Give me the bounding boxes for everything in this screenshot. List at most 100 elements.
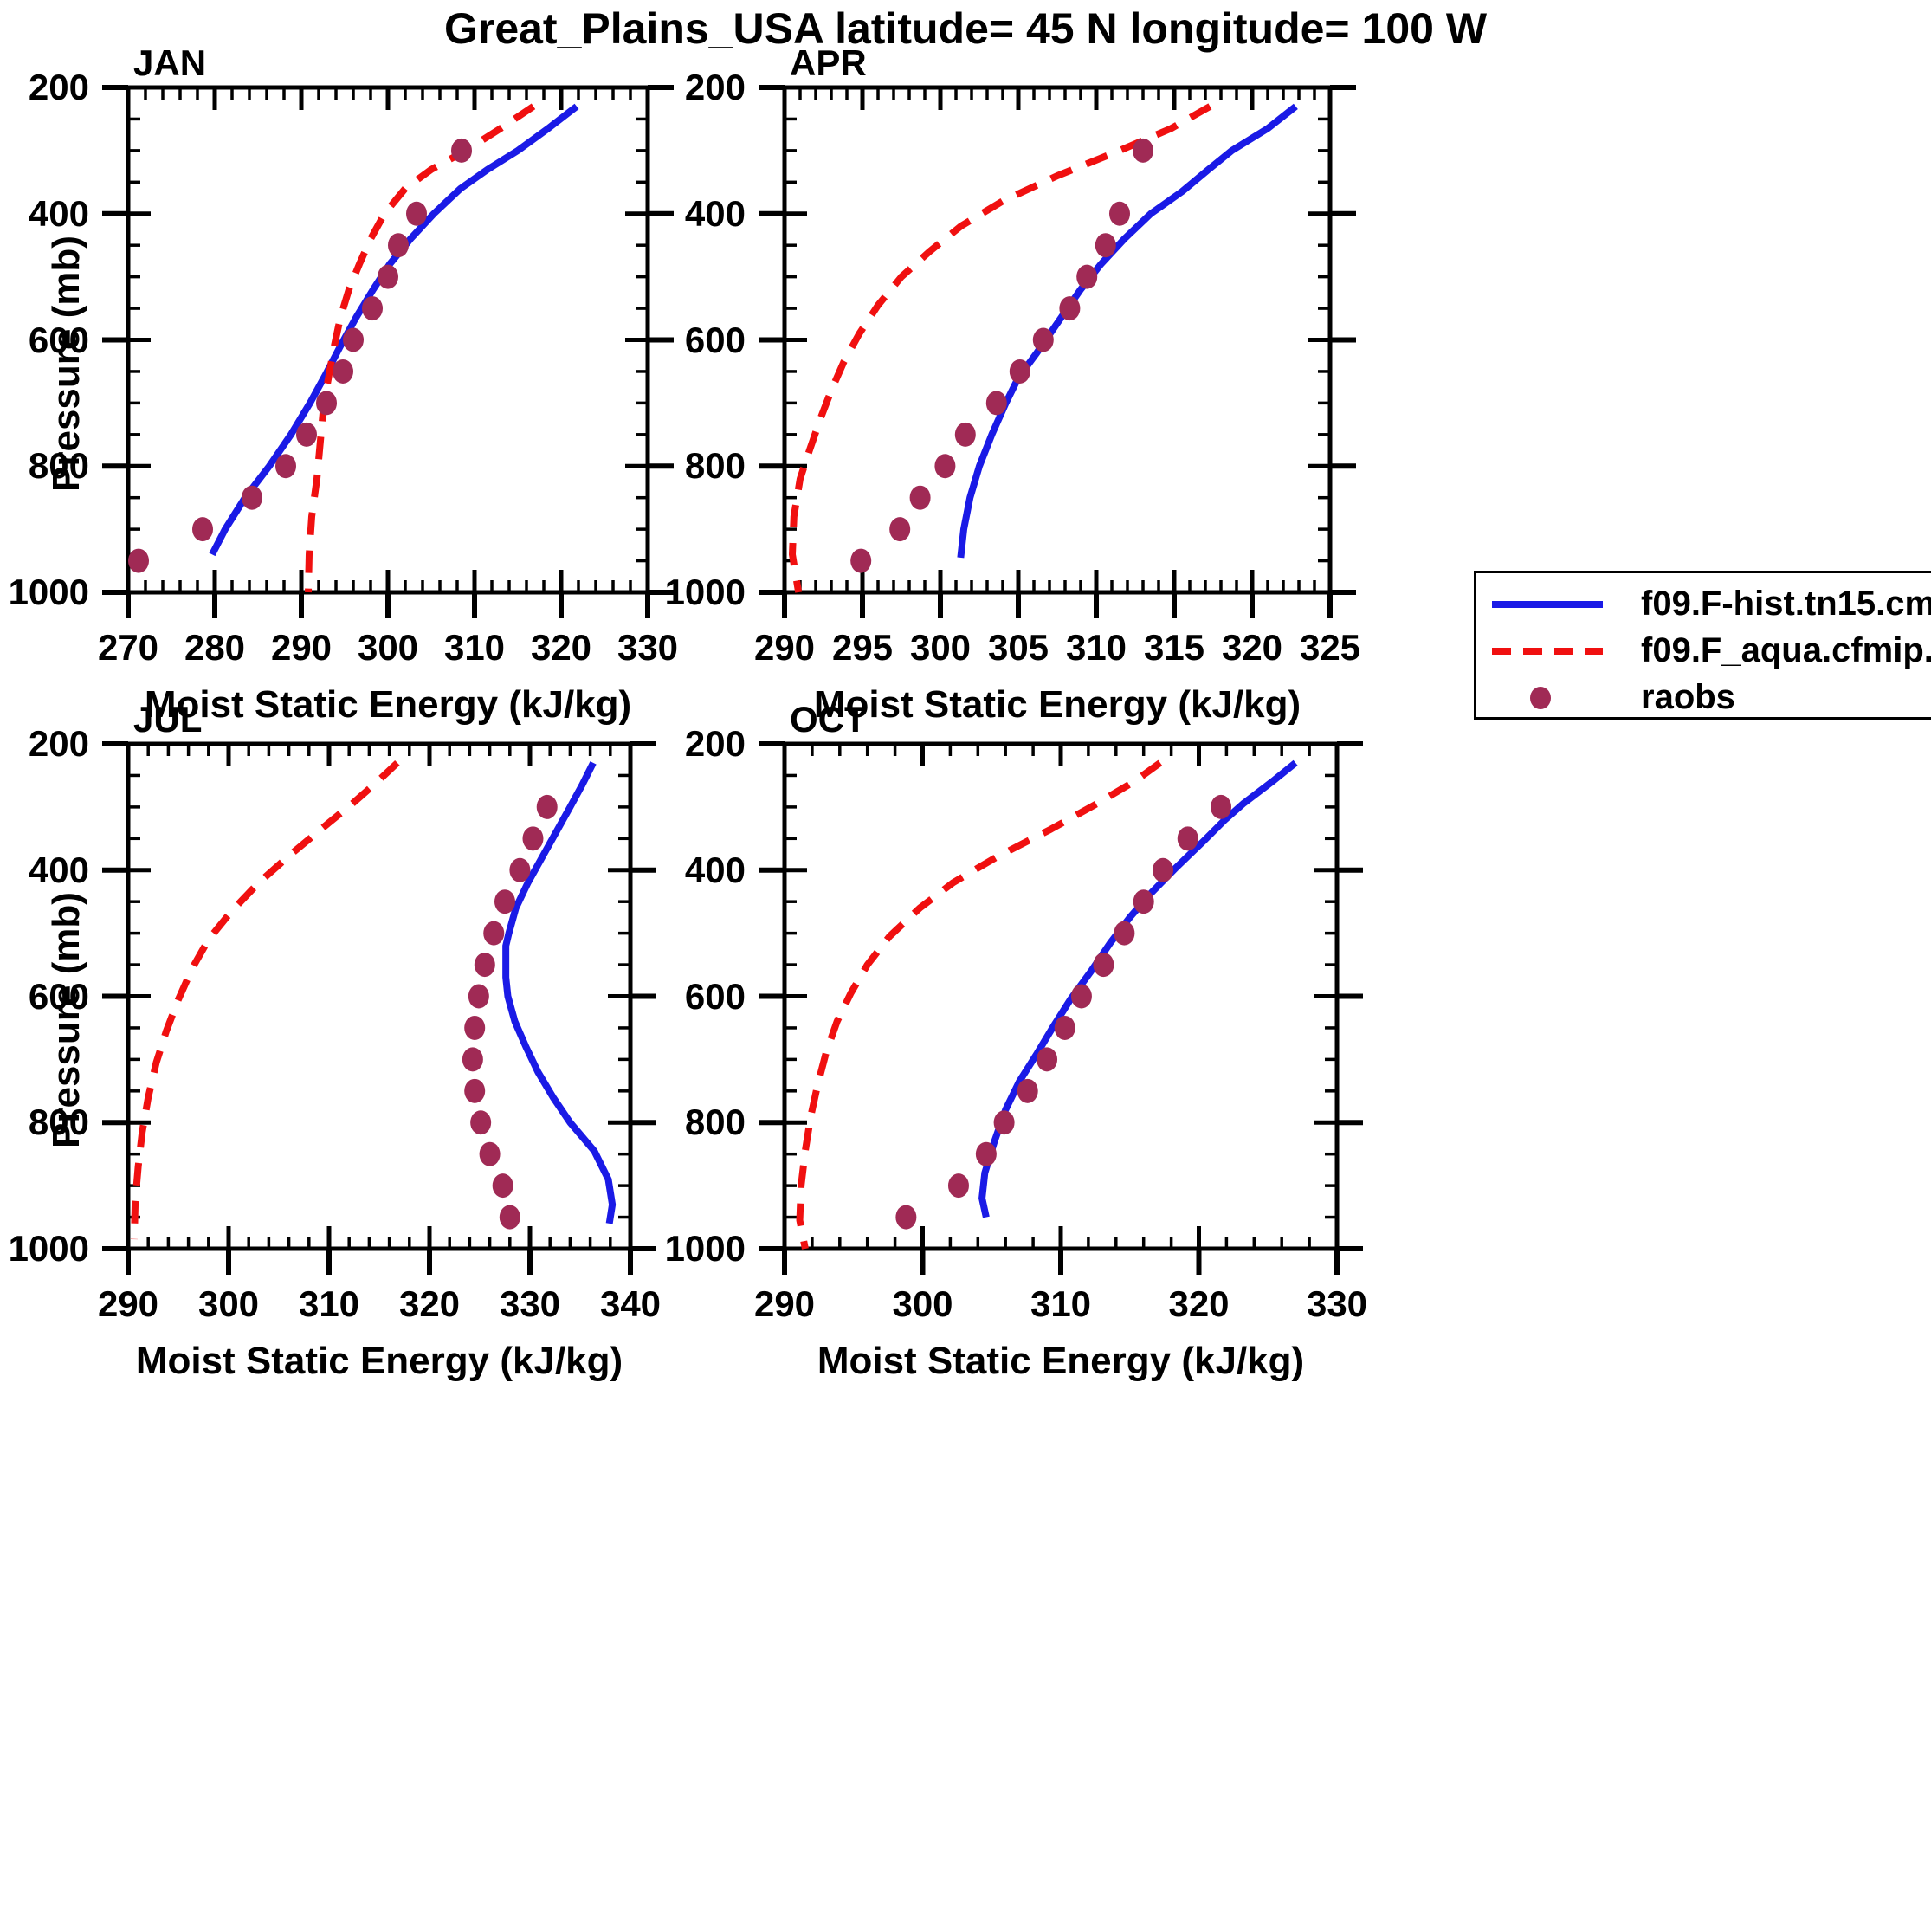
- y-tick-label: 1000: [664, 1228, 746, 1269]
- obs-marker: [954, 422, 976, 447]
- obs-marker: [1177, 826, 1198, 851]
- obs-marker: [468, 984, 489, 1009]
- x-tick-label: 280: [184, 627, 246, 668]
- x-tick-label: 270: [97, 627, 159, 668]
- y-tick-label: 1000: [8, 1228, 89, 1269]
- x-tick-label: 300: [892, 1283, 953, 1324]
- y-tick-label: 400: [28, 849, 89, 890]
- x-tick-label: 290: [270, 627, 333, 668]
- x-tick-label: 310: [443, 627, 506, 668]
- obs-marker: [388, 233, 409, 258]
- y-tick-label: 800: [684, 1102, 746, 1143]
- obs-marker: [975, 1141, 997, 1166]
- legend-item: f09.F_aqua.cfmip.cf: [1487, 627, 1931, 674]
- x-tick-label: 300: [197, 1283, 260, 1324]
- obs-marker: [985, 391, 1007, 416]
- y-axis-title: Pressure (mb): [45, 235, 87, 492]
- obs-marker: [1059, 296, 1081, 321]
- legend-item: raobs: [1487, 674, 1931, 720]
- y-tick-label: 200: [28, 723, 89, 764]
- y-tick-label: 400: [684, 849, 746, 890]
- obs-marker: [909, 485, 931, 510]
- obs-marker: [1054, 1015, 1075, 1040]
- obs-marker: [895, 1205, 917, 1230]
- legend-label: f09.F-hist.tn15.cmip: [1641, 585, 1931, 623]
- axes-frame: [126, 741, 633, 1251]
- obs-marker: [479, 1141, 501, 1166]
- axes-frame: [126, 85, 650, 595]
- x-tick-label: 310: [1065, 627, 1127, 668]
- y-tick-label: 600: [684, 319, 746, 360]
- x-axis-title: Moist Static Energy (kJ/kg): [135, 1340, 623, 1382]
- x-tick-label: 330: [499, 1283, 561, 1324]
- obs-marker: [494, 889, 515, 914]
- y-tick-label: 800: [28, 1102, 89, 1143]
- x-tick-label: 300: [909, 627, 972, 668]
- obs-marker: [522, 826, 544, 851]
- obs-marker: [1076, 264, 1098, 289]
- obs-marker: [275, 454, 296, 479]
- series-line-solid: [978, 759, 1298, 1218]
- obs-marker: [1017, 1078, 1038, 1103]
- obs-marker: [128, 548, 149, 573]
- obs-marker: [1114, 921, 1135, 946]
- x-tick-label: 330: [1306, 1283, 1368, 1324]
- legend-label: f09.F_aqua.cfmip.cf: [1641, 631, 1931, 669]
- y-tick-label: 1000: [8, 572, 89, 612]
- y-tick-label: 200: [28, 67, 89, 107]
- x-tick-label: 320: [530, 627, 592, 668]
- obs-marker: [850, 548, 872, 573]
- x-tick-label: 315: [1143, 627, 1205, 668]
- series-line-dashed: [789, 103, 1212, 593]
- axes-frame: [782, 85, 1333, 595]
- obs-marker: [499, 1205, 520, 1230]
- x-axis-title: Moist Static Energy (kJ/kg): [813, 683, 1301, 726]
- obs-marker: [451, 138, 472, 163]
- obs-marker: [242, 485, 262, 510]
- x-tick-label: 310: [1030, 1283, 1092, 1324]
- obs-marker: [316, 391, 337, 416]
- series-line-solid: [209, 103, 579, 557]
- obs-marker: [993, 1110, 1015, 1135]
- x-axis-title: Moist Static Energy (kJ/kg): [144, 683, 632, 726]
- x-tick-label: 320: [398, 1283, 461, 1324]
- y-tick-label: 1000: [664, 572, 746, 612]
- x-tick-label: 330: [617, 627, 679, 668]
- obs-marker: [1133, 138, 1153, 163]
- y-tick-label: 600: [684, 975, 746, 1017]
- obs-marker: [1153, 857, 1174, 882]
- figure-title: Great_Plains_USA latitude= 45 N longitud…: [443, 4, 1488, 53]
- y-tick-label: 400: [684, 192, 746, 234]
- y-tick-label: 800: [684, 445, 746, 487]
- series-line-solid: [957, 103, 1298, 559]
- x-tick-label: 290: [753, 1283, 816, 1324]
- obs-marker: [464, 1015, 486, 1040]
- x-tick-label: 340: [599, 1283, 662, 1324]
- legend-swatch-solid-line: [1487, 580, 1641, 627]
- y-tick-label: 600: [28, 975, 89, 1017]
- x-tick-label: 320: [1221, 627, 1283, 668]
- panel-title-jul: JUL: [133, 699, 203, 740]
- x-tick-label: 300: [357, 627, 419, 668]
- y-tick-label: 200: [684, 67, 746, 107]
- x-tick-label: 320: [1168, 1283, 1230, 1324]
- obs-marker: [536, 794, 558, 819]
- y-tick-label: 200: [684, 723, 746, 764]
- legend-item: f09.F-hist.tn15.cmip: [1487, 580, 1931, 627]
- series-line-dashed: [305, 103, 536, 593]
- x-axis-title: Moist Static Energy (kJ/kg): [817, 1340, 1305, 1382]
- obs-marker: [406, 201, 427, 226]
- legend: f09.F-hist.tn15.cmip f09.F_aqua.cfmip.cfr…: [1474, 571, 1931, 720]
- obs-marker: [464, 1078, 486, 1103]
- obs-marker: [1009, 359, 1030, 384]
- x-tick-label: 310: [298, 1283, 360, 1324]
- obs-marker: [1109, 201, 1130, 226]
- obs-marker: [470, 1110, 492, 1135]
- obs-marker: [296, 422, 317, 447]
- obs-marker: [509, 857, 531, 882]
